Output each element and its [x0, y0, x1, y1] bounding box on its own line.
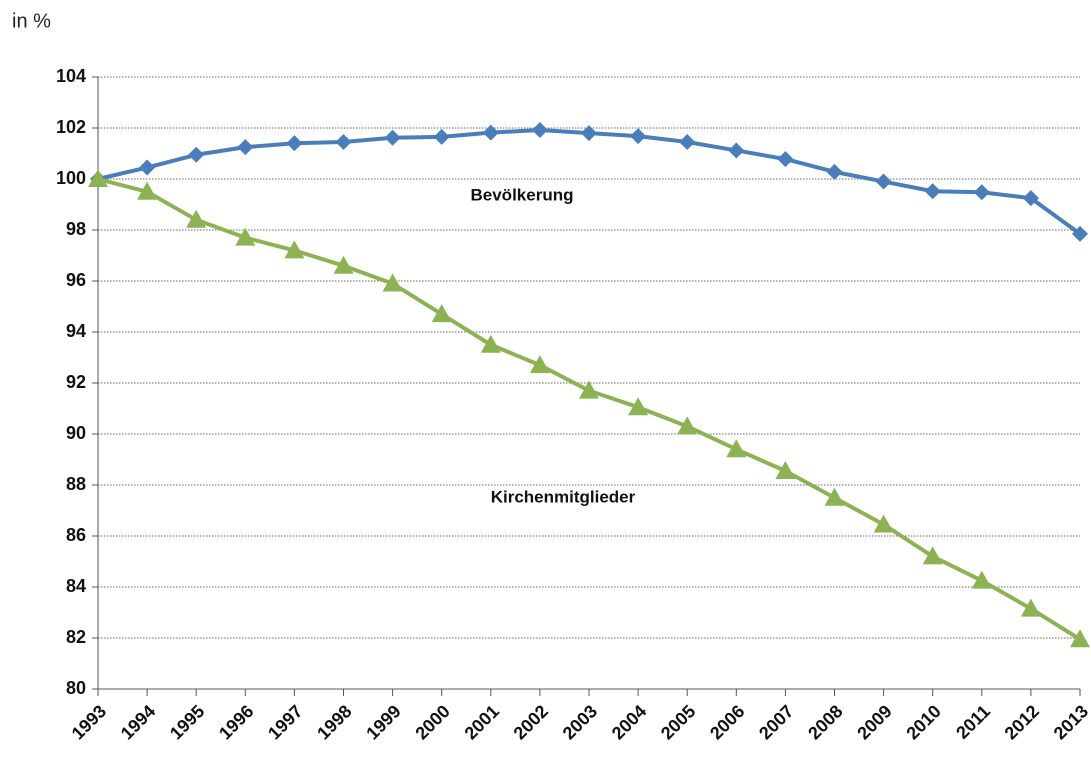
x-tick-label: 2013 [1050, 701, 1091, 743]
x-tick-label: 2011 [952, 701, 994, 743]
data-point [531, 122, 548, 139]
x-tick-label: 2012 [1001, 701, 1043, 743]
data-point [924, 183, 941, 200]
y-tick-label: 104 [56, 66, 86, 86]
data-point [579, 380, 599, 399]
data-point [139, 159, 156, 176]
x-tick-label: 1997 [264, 701, 306, 743]
data-point [630, 128, 647, 145]
y-tick-label: 82 [66, 627, 86, 647]
data-point [88, 169, 108, 187]
y-tick-label: 96 [66, 270, 86, 290]
data-point [431, 304, 452, 323]
data-point [482, 124, 499, 141]
data-point [922, 546, 943, 565]
x-tick-label: 1999 [362, 701, 404, 743]
data-point [1022, 190, 1039, 207]
x-tick-label: 1996 [215, 701, 257, 743]
data-point [137, 181, 158, 200]
data-point [286, 135, 303, 152]
y-tick-label: 86 [66, 525, 86, 545]
x-tick-label: 2004 [608, 701, 650, 743]
data-point [875, 173, 892, 190]
x-tick-label: 1994 [117, 701, 159, 743]
x-tick-label: 2000 [411, 701, 453, 743]
data-point [382, 273, 403, 292]
series-annotation: Bevölkerung [471, 185, 574, 204]
y-axis-label: in % [12, 10, 51, 32]
series-annotation: Kirchenmitglieder [491, 487, 636, 506]
y-tick-label: 94 [66, 321, 86, 341]
data-point [235, 227, 256, 246]
data-point [1070, 629, 1090, 648]
data-point [775, 460, 796, 479]
x-tick-label: 2010 [902, 701, 944, 743]
x-tick-label: 2006 [706, 701, 748, 743]
y-tick-label: 102 [56, 117, 86, 137]
data-point [824, 487, 845, 506]
data-point [726, 439, 747, 458]
data-point [677, 416, 698, 435]
data-point [873, 514, 894, 533]
data-point [628, 397, 649, 416]
x-tick-label: 2009 [853, 701, 895, 743]
data-point [237, 139, 254, 156]
data-point [186, 209, 207, 228]
y-tick-label: 98 [66, 219, 86, 239]
x-tick-label: 2001 [461, 701, 503, 743]
data-point [433, 128, 450, 145]
data-point [581, 125, 597, 142]
data-point [777, 151, 794, 168]
x-tick-label: 2002 [510, 701, 552, 743]
data-point [728, 142, 745, 159]
data-point [826, 163, 843, 180]
x-tick-label: 2007 [755, 701, 797, 743]
x-tick-label: 2008 [804, 701, 846, 743]
data-point [188, 146, 205, 163]
data-point [1072, 225, 1088, 242]
x-tick-label: 2005 [657, 701, 699, 743]
y-tick-label: 100 [56, 168, 86, 188]
data-point [529, 355, 550, 374]
x-tick-label: 1993 [68, 701, 110, 743]
x-tick-label: 1998 [313, 701, 355, 743]
y-tick-label: 92 [66, 372, 86, 392]
x-tick-label: 1995 [166, 701, 208, 743]
x-tick-label: 2003 [559, 701, 601, 743]
data-point [1020, 598, 1041, 617]
data-point [284, 240, 305, 259]
data-point [384, 129, 401, 146]
data-point [333, 255, 354, 274]
y-tick-label: 80 [66, 678, 86, 698]
y-tick-label: 90 [66, 423, 86, 443]
data-point [335, 134, 352, 151]
data-point [973, 184, 990, 201]
data-point [679, 134, 696, 151]
data-point [480, 334, 501, 353]
y-tick-label: 88 [66, 474, 86, 494]
series-line [97, 177, 1082, 641]
y-tick-label: 84 [66, 576, 86, 596]
data-point [971, 570, 992, 589]
